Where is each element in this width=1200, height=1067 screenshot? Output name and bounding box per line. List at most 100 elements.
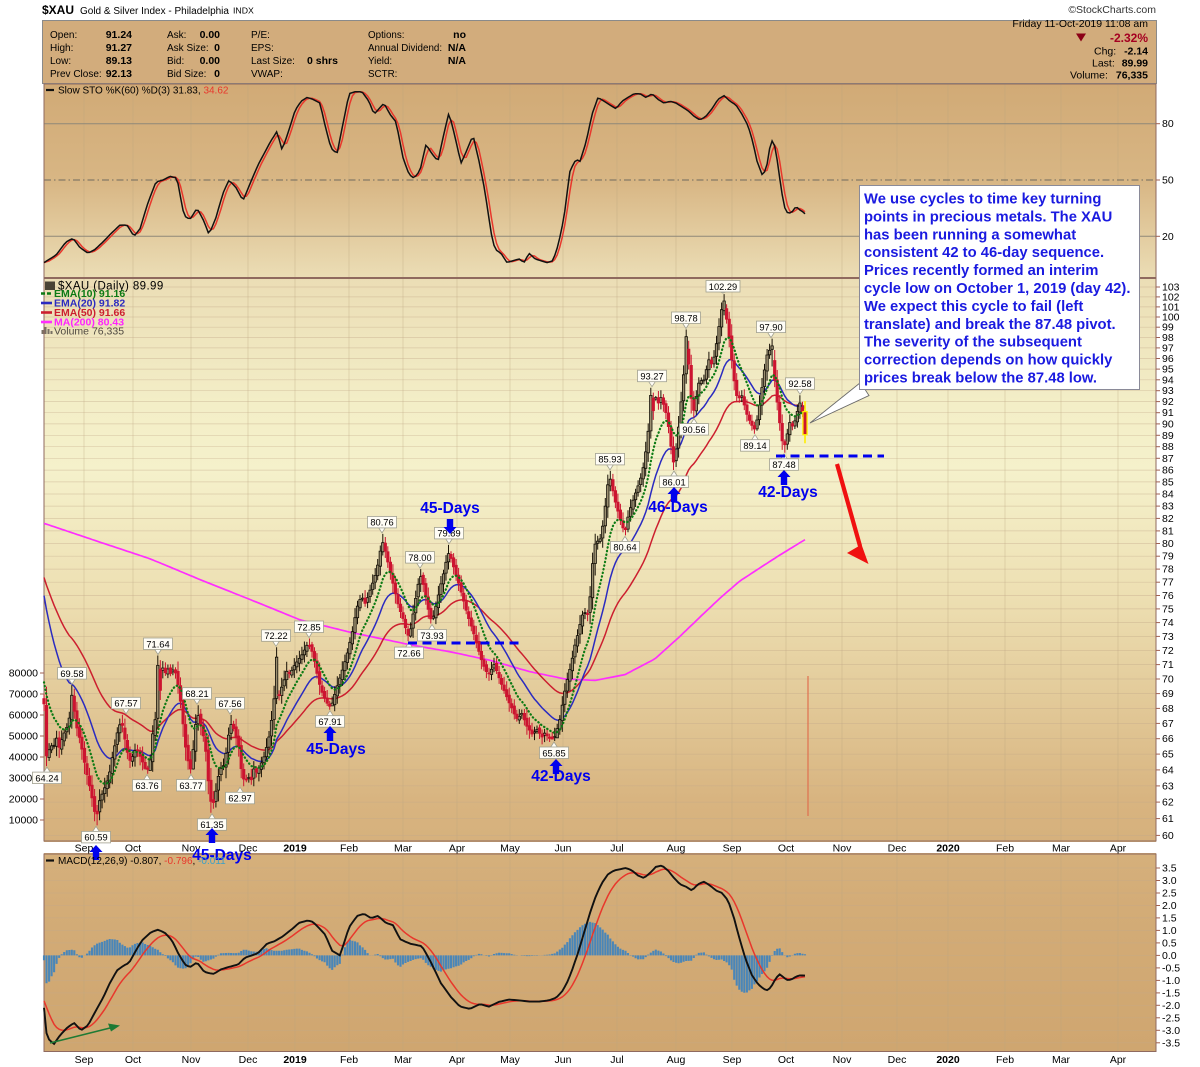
svg-text:85.93: 85.93 (598, 455, 621, 465)
svg-text:Ask:: Ask: (167, 30, 186, 41)
svg-text:Nov: Nov (833, 1054, 852, 1066)
svg-text:3.0: 3.0 (1162, 875, 1177, 887)
svg-text:95: 95 (1162, 364, 1174, 376)
svg-text:72: 72 (1162, 645, 1174, 657)
svg-text:Mar: Mar (1052, 1054, 1071, 1066)
svg-text:Feb: Feb (996, 1054, 1014, 1066)
svg-text:Nov: Nov (833, 843, 852, 855)
svg-text:81: 81 (1162, 525, 1174, 537)
svg-text:101: 101 (1162, 301, 1180, 313)
svg-text:2.0: 2.0 (1162, 900, 1177, 912)
svg-text:85: 85 (1162, 476, 1174, 488)
svg-text:42-Days: 42-Days (758, 484, 817, 501)
svg-text:Low:: Low: (50, 56, 71, 67)
svg-text:100: 100 (1162, 312, 1180, 324)
svg-text:99: 99 (1162, 322, 1174, 334)
svg-text:65: 65 (1162, 749, 1174, 761)
svg-text:points in precious metals. The: points in precious metals. The XAU (864, 209, 1112, 225)
svg-text:Slow STO %K(60) %D(3) 31.83, 3: Slow STO %K(60) %D(3) 31.83, 34.62 (58, 86, 229, 97)
svg-text:cycle low on October 1, 2019 (: cycle low on October 1, 2019 (day 42). (864, 281, 1130, 297)
svg-text:87: 87 (1162, 453, 1174, 465)
svg-text:The severity of the subsequent: The severity of the subsequent (864, 335, 1082, 351)
svg-text:Open:: Open: (50, 30, 77, 41)
svg-text:72.85: 72.85 (297, 622, 320, 632)
svg-text:Oct: Oct (125, 1054, 141, 1066)
svg-text:Mar: Mar (1052, 843, 1071, 855)
svg-text:1.5: 1.5 (1162, 912, 1177, 924)
svg-text:2020: 2020 (936, 843, 960, 855)
svg-text:-1.5: -1.5 (1162, 987, 1180, 999)
svg-text:88: 88 (1162, 441, 1174, 453)
svg-text:EMA(10) 91.16: EMA(10) 91.16 (54, 288, 125, 300)
svg-text:50000: 50000 (9, 731, 38, 743)
svg-text:92.58: 92.58 (788, 379, 811, 389)
svg-text:80.64: 80.64 (613, 543, 636, 553)
svg-text:©StockCharts.com: ©StockCharts.com (1068, 4, 1156, 16)
svg-text:We use cycles to time key turn: We use cycles to time key turning (864, 192, 1101, 208)
svg-text:102.29: 102.29 (709, 282, 737, 292)
svg-text:-3.0: -3.0 (1162, 1025, 1180, 1037)
svg-text:May: May (500, 1054, 521, 1066)
svg-text:73: 73 (1162, 631, 1174, 643)
svg-text:Friday 11-Oct-2019 11:08 am: Friday 11-Oct-2019 11:08 am (1012, 18, 1148, 30)
svg-text:0.00: 0.00 (200, 29, 221, 41)
svg-text:83: 83 (1162, 501, 1174, 513)
svg-text:1.0: 1.0 (1162, 925, 1177, 937)
svg-text:45-Days: 45-Days (192, 847, 251, 864)
svg-text:40000: 40000 (9, 752, 38, 764)
svg-text:Annual Dividend:: Annual Dividend: (368, 43, 442, 54)
svg-text:Dec: Dec (239, 1054, 258, 1066)
svg-text:30000: 30000 (9, 773, 38, 785)
svg-text:0.00: 0.00 (200, 55, 221, 67)
svg-text:76,335: 76,335 (1116, 70, 1148, 82)
svg-text:79.89: 79.89 (437, 529, 460, 539)
svg-text:72.66: 72.66 (397, 648, 420, 658)
svg-text:-2.5: -2.5 (1162, 1012, 1180, 1024)
svg-text:Options:: Options: (368, 30, 405, 41)
svg-text:75: 75 (1162, 603, 1174, 615)
svg-text:Prices recently formed an inte: Prices recently formed an interim (864, 263, 1098, 279)
svg-text:Last Size:: Last Size: (251, 56, 295, 67)
svg-text:Sep: Sep (75, 1054, 94, 1066)
svg-text:P/E:: P/E: (251, 30, 270, 41)
svg-text:N/A: N/A (448, 55, 467, 67)
svg-text:63.76: 63.76 (135, 781, 158, 791)
svg-text:Apr: Apr (1110, 1054, 1127, 1066)
svg-text:translate) and break the 87.48: translate) and break the 87.48 pivot. (864, 317, 1116, 333)
svg-text:72.22: 72.22 (264, 631, 287, 641)
svg-text:61.35: 61.35 (200, 820, 223, 830)
svg-text:Last:: Last: (1092, 58, 1115, 70)
svg-text:$XAU: $XAU (42, 3, 74, 17)
svg-text:Yield:: Yield: (368, 56, 392, 67)
svg-text:61: 61 (1162, 813, 1174, 825)
svg-text:64.24: 64.24 (35, 773, 58, 783)
svg-text:102: 102 (1162, 291, 1180, 303)
svg-text:-0.5: -0.5 (1162, 962, 1180, 974)
svg-text:Oct: Oct (778, 843, 794, 855)
svg-text:0.5: 0.5 (1162, 937, 1177, 949)
svg-text:Feb: Feb (996, 843, 1014, 855)
svg-text:71.64: 71.64 (146, 639, 169, 649)
svg-text:-2.14: -2.14 (1124, 46, 1148, 58)
svg-text:97.90: 97.90 (759, 322, 782, 332)
svg-text:74: 74 (1162, 617, 1174, 629)
svg-text:Apr: Apr (1110, 843, 1127, 855)
svg-text:Bid Size:: Bid Size: (167, 69, 206, 80)
svg-text:67.91: 67.91 (318, 717, 341, 727)
svg-text:98.78: 98.78 (674, 313, 697, 323)
svg-text:92: 92 (1162, 396, 1174, 408)
svg-text:98: 98 (1162, 332, 1174, 344)
svg-text:no: no (453, 29, 466, 41)
svg-text:Aug: Aug (667, 843, 686, 855)
svg-text:68: 68 (1162, 703, 1174, 715)
svg-text:2020: 2020 (936, 1054, 960, 1066)
svg-text:63.77: 63.77 (179, 781, 202, 791)
svg-text:High:: High: (50, 43, 73, 54)
svg-text:70: 70 (1162, 674, 1174, 686)
svg-text:60.59: 60.59 (84, 833, 107, 843)
svg-text:73.93: 73.93 (420, 631, 443, 641)
svg-text:80.76: 80.76 (370, 518, 393, 528)
svg-text:69.58: 69.58 (60, 669, 83, 679)
svg-text:86.01: 86.01 (662, 477, 685, 487)
svg-text:0 shrs: 0 shrs (307, 55, 338, 67)
